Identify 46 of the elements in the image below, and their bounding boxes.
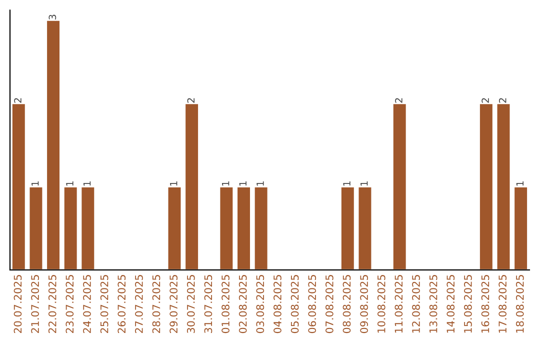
x-tick-label: 23.07.2025 xyxy=(66,275,74,334)
x-tick-label: 27.07.2025 xyxy=(135,275,143,334)
data-label: 3 xyxy=(48,14,56,20)
x-tick-label: 15.08.2025 xyxy=(464,275,472,333)
x-tick-label: 16.08.2025 xyxy=(481,275,490,333)
x-tick-label: 06.08.2025 xyxy=(308,275,316,334)
x-tick-label: 01.08.2025 xyxy=(222,275,230,334)
x-tick-label: 17.08.2025 xyxy=(498,275,507,333)
data-label: 2 xyxy=(498,98,506,103)
x-tick-label: 11.08.2025 xyxy=(394,275,403,333)
data-label: 2 xyxy=(482,98,489,103)
data-label: 2 xyxy=(187,98,194,103)
x-tick-label: 18.08.2025 xyxy=(516,275,524,333)
data-label: 1 xyxy=(256,181,264,186)
data-label: 2 xyxy=(395,98,402,103)
data-label: 1 xyxy=(360,181,368,186)
data-label: 1 xyxy=(66,181,74,186)
data-label: 2 xyxy=(14,98,22,103)
data-label: 1 xyxy=(222,181,230,186)
x-tick-label: 10.08.2025 xyxy=(377,275,386,333)
data-label: 1 xyxy=(32,181,39,186)
data-label: 1 xyxy=(343,181,350,186)
x-tick-label: 14.08.2025 xyxy=(446,275,455,333)
x-tick-label: 07.08.2025 xyxy=(325,275,334,334)
x-tick-label: 30.07.2025 xyxy=(186,275,195,333)
x-tick-label: 25.07.2025 xyxy=(100,275,108,334)
data-label: 1 xyxy=(516,181,524,186)
x-tick-label: 22.07.2025 xyxy=(48,275,56,334)
x-tick-label: 21.07.2025 xyxy=(31,275,39,334)
x-tick-label: 20.07.2025 xyxy=(14,275,22,334)
x-tick-label: 28.07.2025 xyxy=(152,275,160,334)
data-label: 1 xyxy=(239,181,246,186)
x-tick-label: 08.08.2025 xyxy=(342,275,351,334)
x-tick-label: 12.08.2025 xyxy=(412,275,420,333)
data-label: 1 xyxy=(170,181,178,186)
x-tick-label: 09.08.2025 xyxy=(360,275,368,334)
x-tick-label: 26.07.2025 xyxy=(118,275,126,334)
x-tick-label: 05.08.2025 xyxy=(290,275,299,334)
x-tick-label: 13.08.2025 xyxy=(429,275,438,333)
data-label: 1 xyxy=(84,181,91,186)
x-tick-label: 29.07.2025 xyxy=(170,275,178,334)
x-tick-label: 02.08.2025 xyxy=(238,275,247,334)
x-tick-label: 03.08.2025 xyxy=(256,275,264,334)
x-tick-label: 31.07.2025 xyxy=(204,275,212,333)
x-tick-label: 24.07.2025 xyxy=(83,275,91,334)
x-tick-label: 04.08.2025 xyxy=(274,275,282,334)
